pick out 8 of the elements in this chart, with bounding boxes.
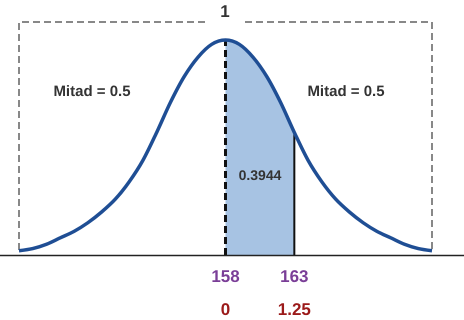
x2-tick-label: 1.25 [278, 300, 311, 319]
annotation: Mitad = 0.5 [53, 83, 131, 100]
text: 1 [220, 2, 230, 21]
annotation: Mitad = 0.5 [307, 83, 385, 100]
annotation: 0.3944 [238, 167, 282, 183]
x-tick-label: 158 [211, 267, 240, 286]
x2-tick-label: 0 [220, 300, 230, 319]
x-tick-label: 163 [280, 267, 309, 286]
